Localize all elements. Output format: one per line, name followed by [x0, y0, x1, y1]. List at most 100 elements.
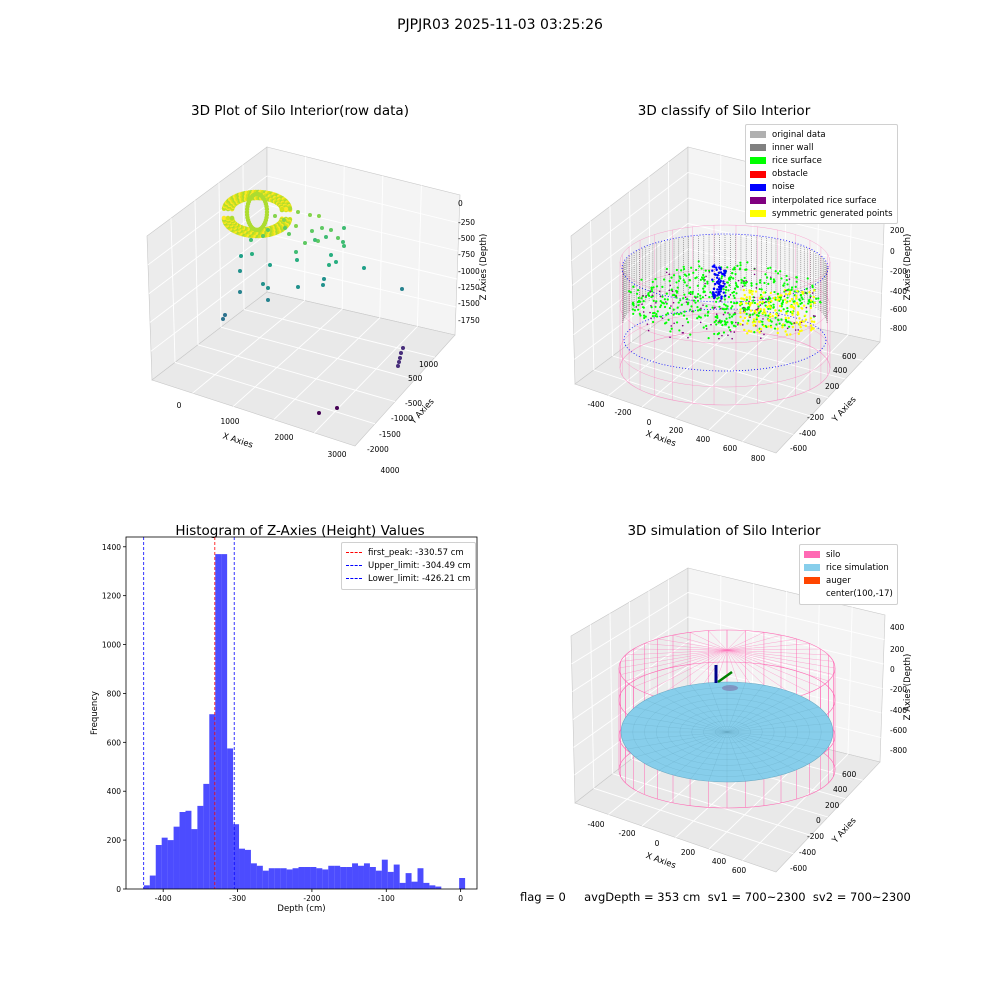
- tick-label: -500: [458, 234, 475, 243]
- rice-surface-point: [785, 278, 788, 282]
- rice-surface-point: [680, 269, 683, 272]
- symmetric-point: [788, 299, 792, 303]
- z-axis-label: Z Axies (Depth): [479, 234, 489, 301]
- rice-surface-point: [724, 321, 727, 324]
- tick-label: -200: [890, 267, 907, 276]
- noise-ring: [621, 233, 829, 303]
- rice-surface-point: [691, 292, 694, 295]
- interpolated-point: [720, 300, 722, 302]
- x-axis-label: X Axies: [644, 851, 677, 871]
- rice-surface-point: [805, 287, 808, 290]
- interpolated-point: [708, 271, 711, 273]
- silo-roof-edge: [625, 649, 728, 682]
- symmetric-point: [784, 316, 787, 320]
- tick-label: -600: [790, 444, 807, 453]
- rice-surface-point: [705, 305, 708, 308]
- rice-surface-point: [787, 288, 790, 291]
- legend-entry: obstacle: [750, 168, 893, 181]
- rice-surface-point: [637, 304, 640, 307]
- histogram-bar: [173, 826, 180, 889]
- symmetric-point: [809, 324, 813, 327]
- interpolated-point: [793, 322, 796, 324]
- interpolated-point: [719, 307, 722, 310]
- rice-surface-point: [670, 276, 673, 279]
- rice-surface-point: [717, 296, 720, 299]
- rice-surface-point: [764, 314, 767, 317]
- rice-surface-point: [701, 296, 705, 299]
- histogram-bar: [286, 869, 293, 889]
- tick-label: 200: [890, 645, 905, 654]
- rice-surface-point: [750, 284, 753, 287]
- y-tick-label: 400: [107, 787, 122, 796]
- grid-line: [149, 233, 268, 323]
- rice-surface-point: [801, 298, 804, 301]
- grid-line: [150, 262, 268, 352]
- figure-title: PJPJR03 2025-11-03 03:25:26: [397, 17, 603, 33]
- interpolated-point: [737, 323, 739, 326]
- interpolated-point: [766, 298, 769, 301]
- silo-roof-edge: [708, 630, 728, 651]
- silo-roof-edge: [726, 649, 834, 675]
- rice-surface-point: [732, 277, 735, 280]
- data-point: [327, 263, 331, 267]
- symmetric-point: [779, 309, 783, 313]
- histogram-bar: [363, 863, 370, 889]
- histogram-bar: [369, 867, 376, 889]
- symmetric-point: [810, 320, 814, 323]
- interpolated-point: [635, 306, 638, 308]
- rice-surface-point: [755, 313, 759, 317]
- symmetric-point: [785, 333, 789, 336]
- tick-label: 0: [458, 199, 463, 208]
- legend-label: silo: [826, 549, 841, 560]
- rice-surface-point: [702, 273, 705, 277]
- rice-surface-point: [764, 304, 767, 307]
- symmetric-point: [745, 302, 748, 305]
- symmetric-point: [804, 318, 808, 321]
- symmetric-point: [768, 312, 772, 316]
- symmetric-point: [803, 314, 807, 317]
- rice-surface-point: [772, 303, 775, 306]
- data-point: [329, 228, 333, 232]
- rice-surface-point: [680, 303, 683, 306]
- legend-label: Upper_limit: -304.49 cm: [368, 560, 471, 571]
- tick-label: -600: [890, 726, 907, 735]
- rice-surface-point: [716, 297, 719, 300]
- symmetric-point: [779, 294, 782, 297]
- tick-label: 500: [408, 374, 423, 383]
- histogram-bar: [322, 869, 329, 889]
- rice-surface-point: [783, 282, 786, 285]
- rice-surface-point: [632, 304, 635, 307]
- legend-label: rice surface: [772, 155, 822, 166]
- data-point: [273, 214, 277, 218]
- legend-entry: center(100,-17): [804, 588, 893, 601]
- panel3-legend: first_peak: -330.57 cm Upper_limit: -304.…: [341, 542, 476, 590]
- rice-surface-point: [707, 337, 710, 340]
- data-point: [238, 290, 242, 294]
- interpolated-point: [668, 273, 671, 276]
- rice-surface-point: [740, 281, 743, 284]
- rice-surface-point: [654, 314, 657, 318]
- grid-line: [314, 326, 418, 434]
- rice-surface-point: [757, 305, 760, 308]
- rice-surface-point: [666, 312, 669, 315]
- rice-surface-point: [654, 278, 657, 281]
- symmetric-point: [812, 289, 816, 292]
- rice-surface-point: [799, 294, 802, 297]
- interpolated-point: [699, 321, 702, 324]
- rice-surface-point: [692, 271, 695, 274]
- interpolated-point: [734, 311, 736, 314]
- rice-surface-point: [753, 331, 756, 334]
- histogram-bar: [417, 868, 424, 889]
- rice-surface-point: [699, 316, 702, 319]
- noise-point: [713, 293, 716, 297]
- rice-surface-point: [683, 273, 686, 276]
- data-point: [308, 213, 312, 217]
- rice-surface-point: [747, 319, 750, 322]
- symmetric-point: [748, 291, 751, 294]
- rice-surface-point: [655, 313, 658, 316]
- rice-surface-point: [661, 285, 664, 288]
- legend-label: original data: [772, 129, 826, 140]
- noise-point: [717, 290, 720, 293]
- rice-surface-point: [766, 267, 770, 270]
